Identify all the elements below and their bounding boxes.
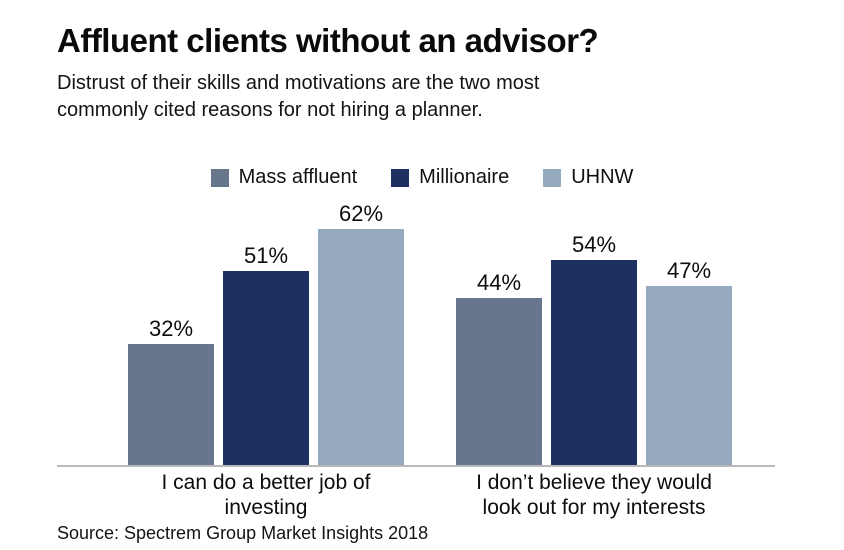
legend-swatch-icon bbox=[543, 168, 562, 187]
bar-value-label-uhnw-group-1: 62% bbox=[338, 201, 384, 226]
bar-mass-affluent-group-1 bbox=[128, 344, 214, 466]
legend-swatch-icon bbox=[391, 168, 410, 187]
bar-millionaire-group-1 bbox=[223, 271, 309, 466]
legend-item-millionaire: Millionaire bbox=[391, 166, 509, 189]
bar-value-label-mass-affluent-group-2: 44% bbox=[476, 270, 522, 295]
bar-uhnw-group-1 bbox=[318, 229, 404, 466]
x-axis-line bbox=[57, 465, 775, 467]
legend: Mass affluent Millionaire UHNW bbox=[0, 166, 844, 189]
bar-value-label-uhnw-group-2: 47% bbox=[666, 258, 712, 283]
category-label-group-1: I can do a better job of investing bbox=[66, 470, 466, 520]
bar-millionaire-group-2 bbox=[551, 260, 637, 466]
bar-value-label-mass-affluent-group-1: 32% bbox=[148, 316, 194, 341]
legend-item-mass-affluent: Mass affluent bbox=[210, 166, 358, 189]
chart-subtitle: Distrust of their skills and motivations… bbox=[57, 70, 539, 124]
legend-label: Millionaire bbox=[419, 166, 510, 188]
legend-label: UHNW bbox=[571, 166, 634, 188]
page-title: Affluent clients without an advisor? bbox=[57, 22, 599, 59]
category-label-line: I can do a better job of bbox=[161, 471, 371, 494]
category-label-group-2: I don’t believe they would look out for m… bbox=[394, 470, 794, 520]
source-note: Source: Spectrem Group Market Insights 2… bbox=[57, 523, 429, 543]
bar-mass-affluent-group-2 bbox=[456, 298, 542, 466]
subtitle-line-1: Distrust of their skills and motivations… bbox=[57, 72, 540, 94]
bar-value-label-millionaire-group-2: 54% bbox=[571, 232, 617, 257]
category-label-line: I don’t believe they would bbox=[476, 471, 712, 494]
legend-label: Mass affluent bbox=[238, 166, 358, 188]
category-label-line: look out for my interests bbox=[482, 496, 706, 519]
bar-uhnw-group-2 bbox=[646, 286, 732, 466]
subtitle-line-2: commonly cited reasons for not hiring a … bbox=[57, 99, 483, 121]
legend-swatch-icon bbox=[210, 168, 229, 187]
bar-value-label-millionaire-group-1: 51% bbox=[243, 243, 289, 268]
legend-item-uhnw: UHNW bbox=[543, 166, 633, 189]
category-label-line: investing bbox=[224, 496, 308, 519]
